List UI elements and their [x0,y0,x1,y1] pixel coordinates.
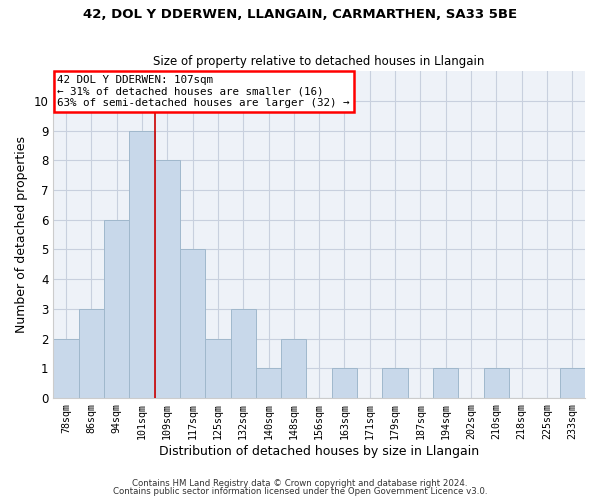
Y-axis label: Number of detached properties: Number of detached properties [15,136,28,333]
Text: Contains HM Land Registry data © Crown copyright and database right 2024.: Contains HM Land Registry data © Crown c… [132,478,468,488]
Text: 42, DOL Y DDERWEN, LLANGAIN, CARMARTHEN, SA33 5BE: 42, DOL Y DDERWEN, LLANGAIN, CARMARTHEN,… [83,8,517,20]
Text: Contains public sector information licensed under the Open Government Licence v3: Contains public sector information licen… [113,487,487,496]
Bar [155,160,180,398]
Bar [560,368,585,398]
Title: Size of property relative to detached houses in Llangain: Size of property relative to detached ho… [154,56,485,68]
Bar [484,368,509,398]
Bar [79,309,104,398]
Bar [281,338,307,398]
Bar [332,368,357,398]
Text: 42 DOL Y DDERWEN: 107sqm
← 31% of detached houses are smaller (16)
63% of semi-d: 42 DOL Y DDERWEN: 107sqm ← 31% of detach… [58,75,350,108]
Bar [256,368,281,398]
Bar [433,368,458,398]
Bar [205,338,230,398]
Bar [104,220,129,398]
Bar [53,338,79,398]
Bar [129,130,155,398]
Bar [382,368,408,398]
Bar [230,309,256,398]
Bar [180,250,205,398]
X-axis label: Distribution of detached houses by size in Llangain: Distribution of detached houses by size … [159,444,479,458]
